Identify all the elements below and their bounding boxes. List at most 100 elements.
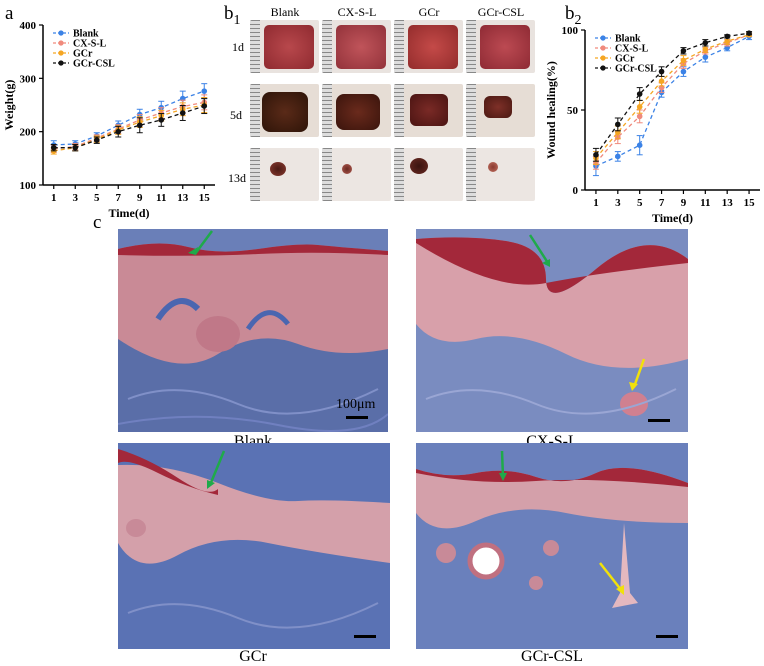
weight-y-tick-label: 100: [20, 180, 37, 192]
scale-bar-cxsl: [648, 419, 670, 422]
scale-bar-gcr: [354, 635, 376, 638]
wound-photo-gcrcsl-5d: [466, 84, 535, 137]
healing-data-point: [746, 30, 752, 36]
healing-data-point: [724, 38, 730, 44]
photo-row-13d: 13d: [228, 171, 246, 185]
panel-label-a: a: [5, 3, 14, 24]
healing-x-tick-label: 15: [744, 197, 756, 209]
histology-gcrcsl: [416, 443, 688, 649]
healing-y-axis-label: Wound healing(%): [544, 61, 558, 159]
photo-col-blank: Blank: [270, 5, 300, 19]
panel-label-b2-letter: b: [565, 3, 575, 24]
healing-y-tick-label: 0: [573, 185, 579, 197]
healing-data-point: [658, 78, 665, 84]
panel-label-b2: b2: [565, 3, 582, 29]
weight-legend-marker: [58, 30, 64, 36]
weight-legend-label: Blank: [73, 29, 99, 40]
panel-label-b1-letter: b: [224, 3, 234, 24]
healing-series-line-3: [595, 32, 750, 156]
healing-data-point: [593, 152, 599, 158]
healing-x-tick-label: 11: [700, 197, 710, 209]
healing-legend-marker: [600, 35, 606, 41]
panel-label-b1-sub: 1: [233, 12, 241, 28]
healing-data-point: [615, 121, 621, 128]
healing-data-point: [702, 54, 709, 60]
panel-label-c: c: [93, 212, 102, 233]
healing-y-tick-label: 100: [562, 25, 579, 37]
weight-legend-label: CX-S-L: [73, 39, 107, 50]
healing-data-point: [724, 33, 730, 40]
weight-data-point: [50, 144, 57, 151]
healing-series-line-1: [595, 34, 750, 164]
weight-data-point: [115, 128, 122, 135]
healing-data-point: [636, 142, 643, 148]
healing-y-tick-label: 50: [567, 105, 579, 117]
healing-x-tick-label: 5: [637, 197, 643, 209]
weight-chart: 1 3 5 7 9 11 13 15100200300400Time(d)Weight(g)B…: [2, 20, 215, 220]
weight-x-tick-label: 11: [156, 192, 166, 204]
healing-legend-marker: [600, 55, 606, 61]
wound-photo-blank-1d: [250, 20, 319, 73]
healing-data-point: [680, 48, 687, 54]
panel-label-b1: b1: [224, 3, 241, 29]
histology-gcr: [118, 443, 390, 649]
wound-photo-blank-13d: [250, 148, 319, 201]
healing-x-axis-label: Time(d): [652, 211, 693, 225]
weight-data-point: [201, 88, 208, 94]
weight-series-line-1: [53, 101, 205, 150]
photo-row-5d: 5d: [230, 108, 242, 122]
healing-x-tick-label: 3: [615, 197, 621, 209]
wound-photo-cxsl-5d: [322, 84, 391, 137]
wound-photo-gcr-13d: [394, 148, 463, 201]
histology-cxsl: [416, 229, 688, 432]
scale-bar-gcrcsl: [656, 635, 678, 638]
weight-y-axis-label: Weight(g): [2, 80, 16, 131]
healing-x-tick-label: 1: [593, 197, 599, 209]
healing-series-line-2: [595, 34, 750, 159]
weight-legend-label: GCr: [73, 49, 93, 60]
weight-x-tick-label: 1: [51, 192, 57, 204]
weight-data-point: [72, 144, 79, 151]
healing-data-point: [702, 40, 709, 46]
weight-data-point: [158, 117, 165, 123]
panel-label-b2-sub: 2: [574, 12, 582, 28]
weight-legend-marker: [58, 60, 64, 66]
weight-legend-marker: [58, 50, 64, 56]
weight-data-point: [93, 137, 100, 143]
weight-x-tick-label: 13: [177, 192, 189, 204]
healing-series-line-0: [595, 35, 750, 167]
healing-x-tick-label: 13: [722, 197, 734, 209]
weight-legend-marker: [58, 40, 64, 46]
healing-data-point: [658, 68, 665, 75]
weight-series-line-0: [53, 90, 205, 146]
healing-legend-marker: [600, 45, 606, 51]
healing-data-point: [680, 68, 687, 75]
healing-data-point: [636, 91, 643, 97]
weight-x-tick-label: 15: [199, 192, 211, 204]
healing-data-point: [636, 104, 643, 110]
scale-bar: [346, 416, 368, 419]
photo-col-gcr: GCr: [418, 5, 440, 19]
weight-y-tick-label: 300: [20, 73, 37, 85]
weight-y-tick-label: 400: [20, 20, 37, 32]
wound-photo-cxsl-13d: [322, 148, 391, 201]
weight-data-point: [201, 103, 208, 109]
weight-y-tick-label: 200: [20, 127, 37, 139]
wound-photo-blank-5d: [250, 84, 319, 137]
weight-data-point: [136, 122, 143, 129]
weight-data-point: [179, 110, 186, 116]
wound-photo-cxsl-1d: [322, 20, 391, 73]
healing-x-tick-label: 7: [659, 197, 665, 209]
healing-legend-label: Blank: [615, 34, 641, 45]
healing-data-point: [636, 113, 643, 120]
weight-series-line-2: [53, 104, 205, 152]
healing-legend-label: GCr: [615, 54, 635, 65]
weight-x-tick-label: 9: [137, 192, 143, 204]
weight-x-tick-label: 5: [94, 192, 100, 204]
histology-blank: 100μm: [118, 229, 388, 432]
healing-legend-label: GCr-CSL: [615, 64, 657, 75]
scale-bar-label: 100μm: [336, 397, 376, 412]
healing-data-point: [680, 57, 687, 64]
photo-row-1d: 1d: [232, 40, 244, 54]
